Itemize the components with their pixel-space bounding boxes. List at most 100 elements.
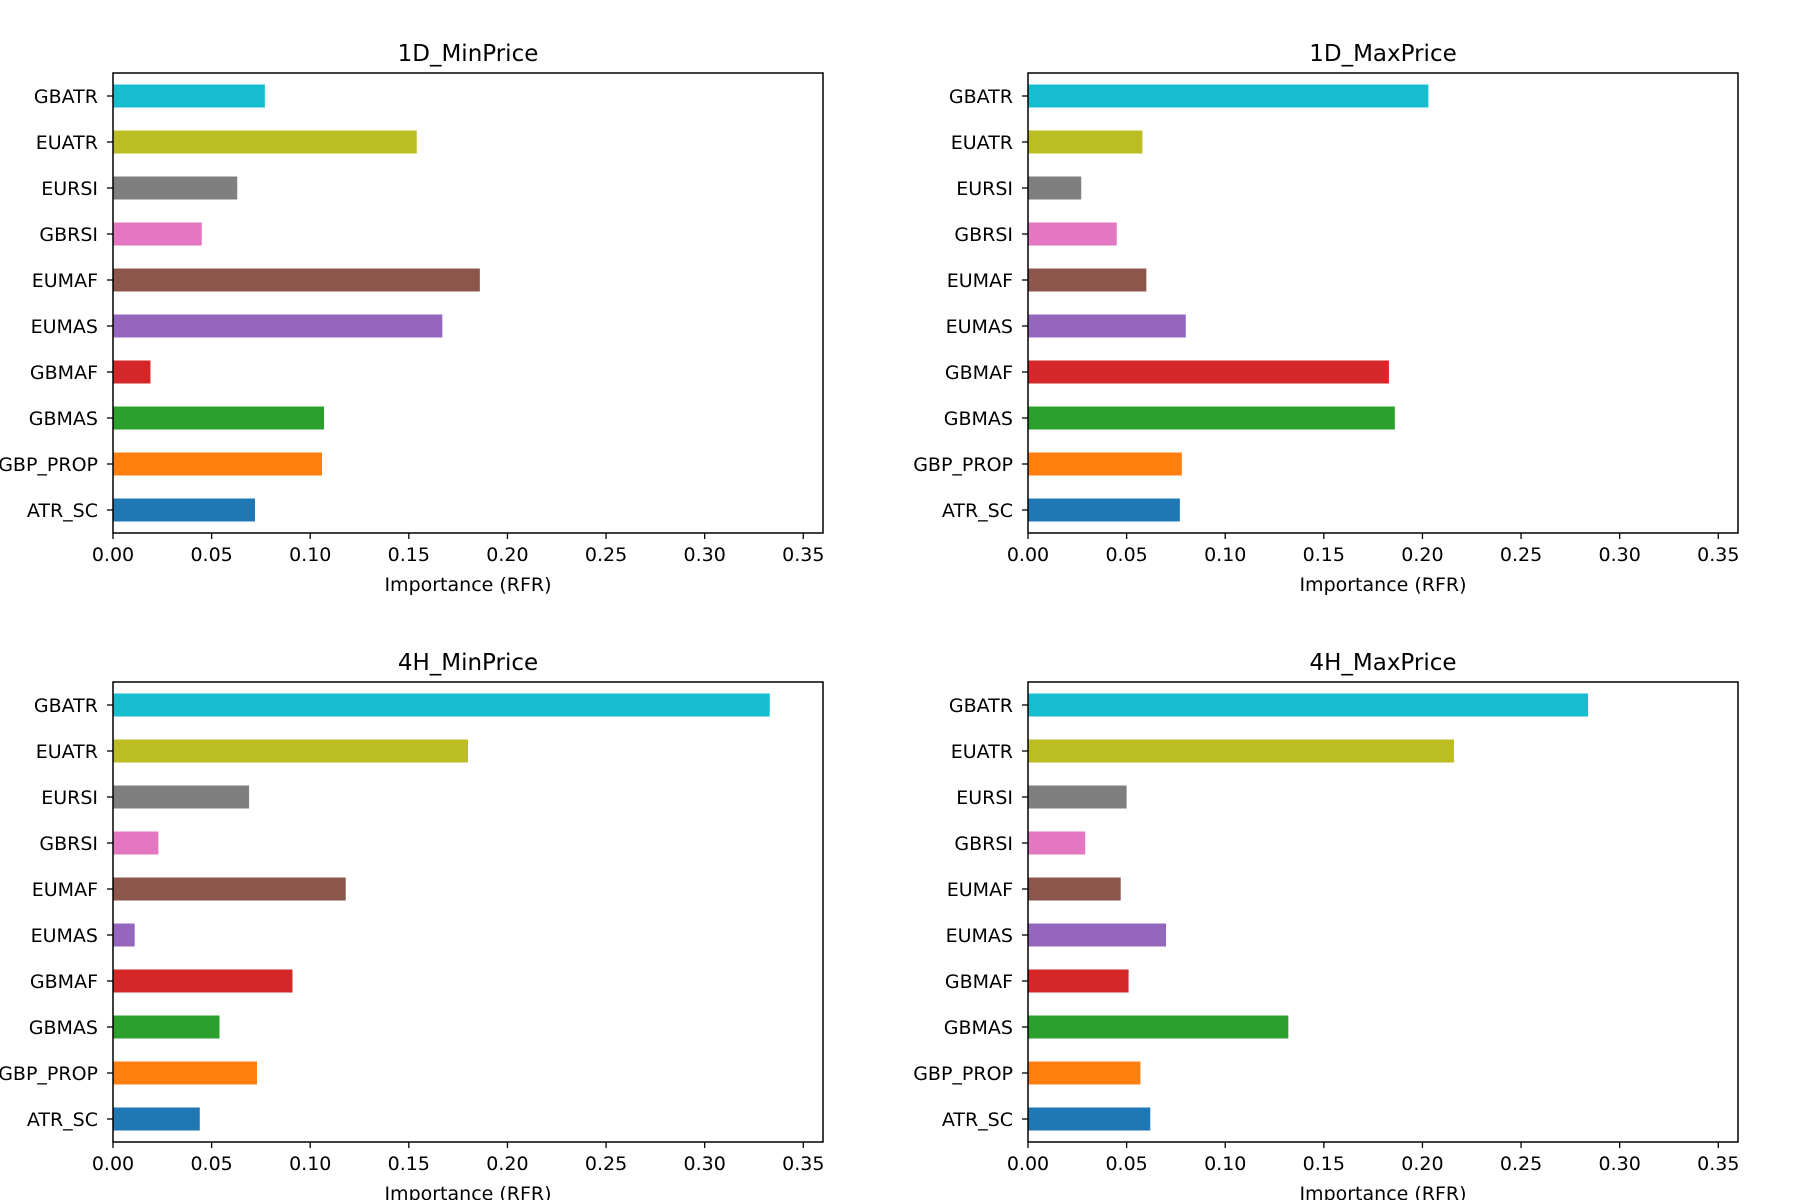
x-tick-label: 0.05	[190, 544, 232, 566]
y-tick-label-gbmaf: GBMAF	[30, 362, 98, 384]
bar-gbmaf	[113, 969, 293, 993]
plot-frame	[1027, 72, 1739, 534]
y-tick-label-gbmaf: GBMAF	[945, 971, 1013, 993]
y-tick-label-euatr: EUATR	[36, 132, 98, 154]
y-tick-label-gbp-prop: GBP_PROP	[913, 454, 1013, 476]
panel-4h-maxprice: ATR_SC GBP_PROP GBMAS GBMAF EUMAS EUMAF GBRSI E…	[913, 650, 1739, 1200]
bar-gbmaf	[1028, 360, 1389, 384]
bar-eumaf	[113, 268, 480, 292]
y-tick-label-eursi: EURSI	[41, 178, 98, 200]
bar-euatr	[1028, 739, 1454, 763]
y-tick-label-atr-sc: ATR_SC	[27, 1109, 98, 1131]
x-tick-label: 0.15	[1303, 1153, 1345, 1175]
y-tick-label-gbmas: GBMAS	[29, 408, 98, 430]
bar-eursi	[113, 785, 250, 809]
y-tick-label-eumas: EUMAS	[946, 316, 1013, 338]
x-tick-label: 0.05	[1105, 544, 1147, 566]
x-tick-label: 0.30	[1599, 544, 1641, 566]
y-tick-label-euatr: EUATR	[951, 132, 1013, 154]
y-tick-label-eumaf: EUMAF	[32, 879, 98, 901]
x-tick-label: 0.30	[684, 1153, 726, 1175]
bar-eumas	[1028, 314, 1186, 338]
y-tick-label-eumas: EUMAS	[946, 925, 1013, 947]
x-tick-label: 0.30	[1599, 1153, 1641, 1175]
plot-frame	[1027, 681, 1739, 1143]
x-tick-label: 0.10	[1204, 1153, 1246, 1175]
x-axis-label: Importance (RFR)	[1299, 574, 1466, 596]
y-tick-label-gbp-prop: GBP_PROP	[0, 1063, 98, 1085]
y-tick-label-eumaf: EUMAF	[947, 270, 1013, 292]
x-tick-label: 0.15	[1303, 544, 1345, 566]
y-tick-label-eursi: EURSI	[956, 787, 1013, 809]
x-tick-label: 0.20	[1401, 1153, 1443, 1175]
y-tick-label-gbmas: GBMAS	[944, 1017, 1013, 1039]
bar-atr-sc	[113, 498, 255, 522]
x-tick-label: 0.00	[1007, 544, 1049, 566]
bar-gbp-prop	[113, 1061, 257, 1085]
x-axis-label: Importance (RFR)	[384, 1183, 551, 1200]
bar-gbmas	[113, 406, 325, 430]
bar-gbrsi	[113, 831, 159, 855]
bar-gbatr	[113, 84, 265, 108]
y-tick-label-gbmaf: GBMAF	[945, 362, 1013, 384]
panel-title: 4H_MaxPrice	[1309, 650, 1456, 676]
y-tick-label-euatr: EUATR	[36, 741, 98, 763]
bar-gbmas	[1028, 1015, 1289, 1039]
panel-1d-minprice: ATR_SC GBP_PROP GBMAS GBMAF EUMAS EUMAF GBRSI E…	[0, 41, 824, 596]
bar-atr-sc	[1028, 498, 1180, 522]
x-tick-label: 0.35	[782, 1153, 824, 1175]
bar-eumas	[113, 314, 443, 338]
y-tick-label-atr-sc: ATR_SC	[27, 500, 98, 522]
bar-eumaf	[1028, 268, 1147, 292]
bar-gbmaf	[1028, 969, 1129, 993]
x-tick-label: 0.25	[1500, 544, 1542, 566]
y-tick-label-eumaf: EUMAF	[32, 270, 98, 292]
y-tick-label-gbatr: GBATR	[34, 695, 98, 717]
bar-gbp-prop	[113, 452, 323, 476]
bar-gbmaf	[113, 360, 151, 384]
x-tick-label: 0.15	[388, 1153, 430, 1175]
bar-eumaf	[1028, 877, 1121, 901]
bar-eursi	[1028, 176, 1082, 200]
x-tick-label: 0.25	[585, 1153, 627, 1175]
bar-eursi	[1028, 785, 1127, 809]
y-tick-label-gbmas: GBMAS	[29, 1017, 98, 1039]
x-tick-label: 0.25	[585, 544, 627, 566]
bar-gbp-prop	[1028, 1061, 1141, 1085]
y-tick-label-gbrsi: GBRSI	[39, 833, 98, 855]
bar-atr-sc	[1028, 1107, 1151, 1131]
bar-gbmas	[1028, 406, 1395, 430]
plot-frame	[112, 681, 824, 1143]
bar-eumas	[1028, 923, 1167, 947]
bar-gbrsi	[113, 222, 202, 246]
bar-eumas	[113, 923, 135, 947]
bar-atr-sc	[113, 1107, 200, 1131]
bar-gbmas	[113, 1015, 220, 1039]
bar-eursi	[113, 176, 238, 200]
plot-frame	[112, 72, 824, 534]
x-tick-label: 0.35	[782, 544, 824, 566]
x-tick-label: 0.20	[1401, 544, 1443, 566]
x-tick-label: 0.00	[92, 544, 134, 566]
x-tick-label: 0.20	[486, 544, 528, 566]
bar-euatr	[113, 739, 468, 763]
x-tick-label: 0.10	[1204, 544, 1246, 566]
panel-4h-minprice: ATR_SC GBP_PROP GBMAS GBMAF EUMAS EUMAF GBRSI E…	[0, 650, 824, 1200]
x-axis-label: Importance (RFR)	[1299, 1183, 1466, 1200]
y-tick-label-eumas: EUMAS	[31, 316, 98, 338]
bar-euatr	[113, 130, 417, 154]
y-tick-label-eumas: EUMAS	[31, 925, 98, 947]
x-tick-label: 0.35	[1697, 544, 1739, 566]
x-tick-label: 0.15	[388, 544, 430, 566]
bar-gbrsi	[1028, 222, 1117, 246]
y-tick-label-atr-sc: ATR_SC	[942, 1109, 1013, 1131]
y-tick-label-gbrsi: GBRSI	[39, 224, 98, 246]
y-tick-label-eursi: EURSI	[41, 787, 98, 809]
panel-title: 1D_MaxPrice	[1309, 41, 1457, 67]
y-tick-label-gbmaf: GBMAF	[30, 971, 98, 993]
bar-gbrsi	[1028, 831, 1086, 855]
y-tick-label-gbatr: GBATR	[949, 86, 1013, 108]
bar-gbatr	[1028, 693, 1589, 717]
y-tick-label-gbrsi: GBRSI	[954, 833, 1013, 855]
